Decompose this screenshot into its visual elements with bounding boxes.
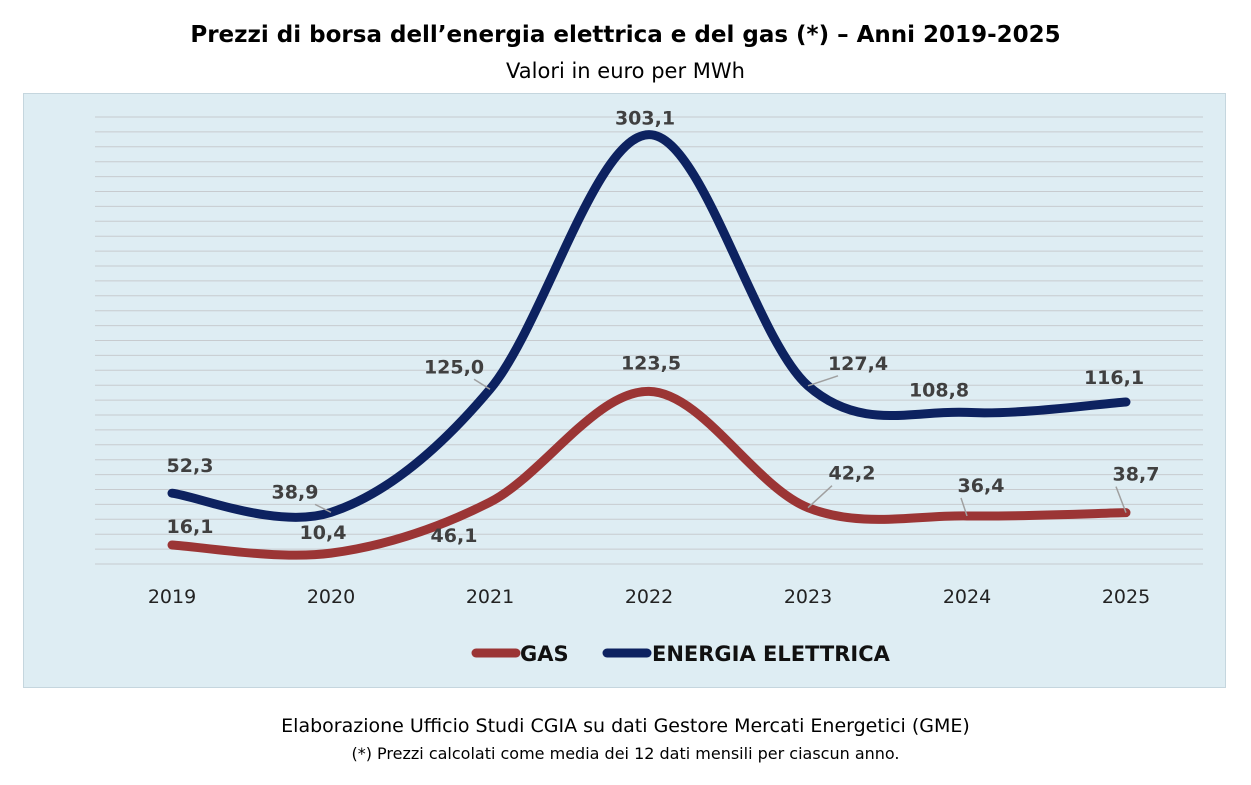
data-label-energia-elettrica-2019: 52,3	[167, 455, 214, 477]
data-label-energia-elettrica-2020: 38,9	[272, 481, 319, 503]
data-label-energia-elettrica-2022: 303,1	[615, 108, 675, 130]
data-label-leader	[807, 375, 839, 387]
line-chart: 16,1 10,4 46,1 123,5 42,2 36,4 38,7 52,3 38,9 125…	[95, 108, 1203, 666]
data-label-leader	[1115, 486, 1127, 513]
data-label-gas-2024: 36,4	[958, 475, 1005, 497]
chart-panel	[23, 93, 1226, 688]
data-label-energia-elettrica-2025: 116,1	[1084, 367, 1144, 389]
data-label-energia-elettrica-2024: 108,8	[909, 379, 969, 401]
data-label-gas-2025: 38,7	[1113, 464, 1160, 486]
chart-subtitle: Valori in euro per MWh	[506, 59, 745, 83]
data-label-gas-2021: 46,1	[431, 525, 478, 547]
series-line-energia-elettrica	[167, 130, 1131, 522]
data-label-gas-2020: 10,4	[300, 522, 347, 544]
x-tick-label-2024: 2024	[943, 586, 991, 608]
data-label-leader	[473, 378, 491, 390]
data-label-gas-2019: 16,1	[167, 516, 214, 538]
x-tick-label-2023: 2023	[784, 586, 832, 608]
data-label-leader	[807, 485, 833, 509]
data-label-gas-2023: 42,2	[829, 463, 876, 485]
footnote: (*) Prezzi calcolati come media dei 12 d…	[351, 744, 900, 763]
chart-title: Prezzi di borsa dell’energia elettrica e…	[190, 22, 1061, 48]
x-tick-label-2022: 2022	[625, 586, 673, 608]
data-label-energia-elettrica-2021: 125,0	[424, 356, 484, 378]
source-note: Elaborazione Ufficio Studi CGIA su dati …	[281, 715, 970, 737]
data-label-leader	[960, 497, 968, 517]
legend-label-gas: GAS	[520, 642, 569, 666]
legend-label-energia-elettrica: ENERGIA ELETTRICA	[652, 642, 891, 666]
data-label-energia-elettrica-2023: 127,4	[828, 353, 888, 375]
x-tick-label-2019: 2019	[148, 586, 196, 608]
x-tick-label-2021: 2021	[466, 586, 514, 608]
x-tick-label-2025: 2025	[1102, 586, 1150, 608]
data-label-gas-2022: 123,5	[621, 352, 681, 374]
x-tick-label-2020: 2020	[307, 586, 355, 608]
data-label-leader	[314, 503, 332, 514]
